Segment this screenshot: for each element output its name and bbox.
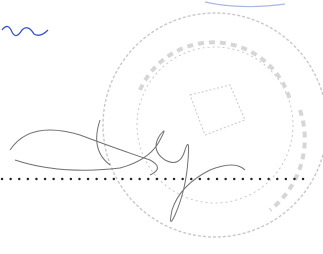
page [0, 0, 323, 254]
paper [0, 0, 323, 254]
scan [0, 0, 323, 254]
